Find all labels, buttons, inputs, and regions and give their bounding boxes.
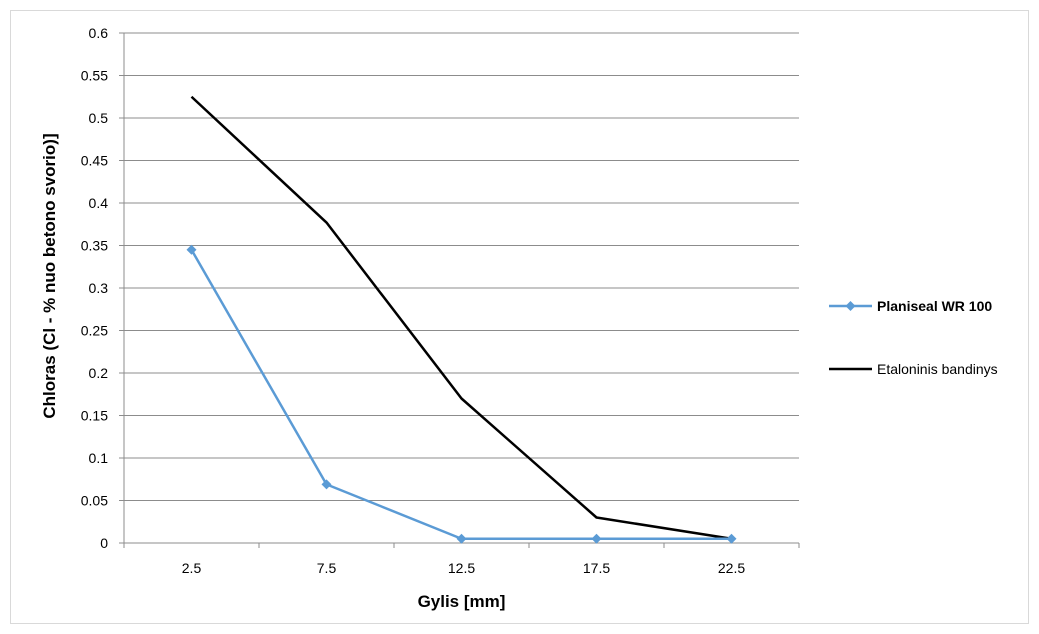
axes (123, 33, 800, 548)
y-tick-label: 0.35 (81, 238, 108, 254)
legend-label: Planiseal WR 100 (877, 298, 992, 314)
series-line-1 (190, 95, 732, 540)
y-tick-label: 0.3 (89, 280, 109, 296)
x-tick-labels: 2.5 7.5 12.5 17.5 22.5 (182, 560, 746, 576)
y-axis-title: Chloras (Cl - % nuo betono svorio)] (40, 133, 59, 418)
x-tick-label: 12.5 (448, 560, 475, 576)
y-tick-label: 0.25 (81, 323, 108, 339)
x-tick-label: 17.5 (583, 560, 610, 576)
legend: Planiseal WR 100 Etaloninis bandinys (829, 298, 998, 377)
series-line-0 (190, 249, 732, 540)
y-tick-label: 0.1 (89, 450, 109, 466)
y-tick-label: 0 (100, 535, 108, 551)
series-lines (186, 95, 737, 544)
x-tick-label: 22.5 (718, 560, 745, 576)
y-tick-label: 0.2 (89, 365, 109, 381)
data-point (321, 479, 332, 490)
data-point (456, 533, 467, 544)
y-tick-label: 0.15 (81, 408, 108, 424)
x-axis-title: Gylis [mm] (418, 592, 506, 611)
x-tick-label: 2.5 (182, 560, 202, 576)
chart-frame (10, 10, 1029, 624)
legend-marker (845, 301, 856, 311)
y-tick-label: 0.45 (81, 153, 108, 169)
y-tick-labels: 0 0.05 0.1 0.15 0.2 0.25 0.3 0.35 0.4 0.45 0.5 0.55… (81, 25, 108, 551)
gridlines (119, 32, 799, 544)
legend-label: Etaloninis bandinys (877, 361, 998, 377)
data-point (726, 533, 737, 544)
data-point (186, 244, 197, 255)
y-tick-label: 0.5 (89, 110, 109, 126)
y-tick-label: 0.05 (81, 493, 108, 509)
y-tick-label: 0.55 (81, 68, 108, 84)
data-point (591, 533, 602, 544)
y-tick-label: 0.6 (89, 25, 109, 41)
y-tick-label: 0.4 (89, 195, 109, 211)
x-tick-label: 7.5 (317, 560, 337, 576)
